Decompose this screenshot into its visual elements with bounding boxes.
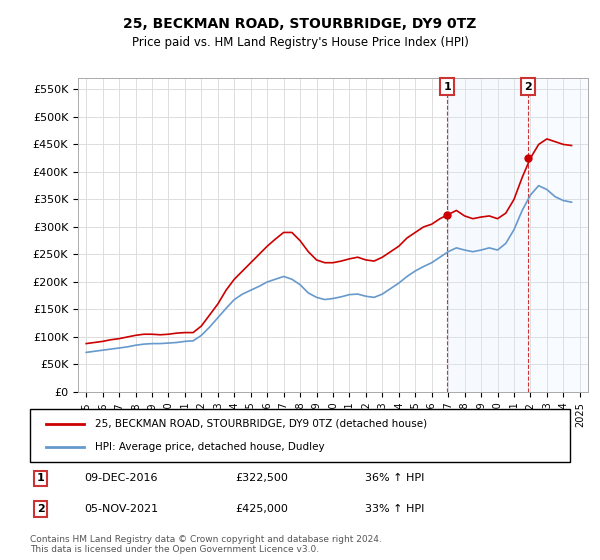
Bar	[528, 78, 588, 392]
Text: 2: 2	[524, 82, 532, 92]
Text: 09-DEC-2016: 09-DEC-2016	[84, 473, 157, 483]
Text: HPI: Average price, detached house, Dudley: HPI: Average price, detached house, Dudl…	[95, 442, 325, 452]
Text: 25, BECKMAN ROAD, STOURBRIDGE, DY9 0TZ (detached house): 25, BECKMAN ROAD, STOURBRIDGE, DY9 0TZ (…	[95, 419, 427, 429]
Text: 36% ↑ HPI: 36% ↑ HPI	[365, 473, 424, 483]
Text: 1: 1	[443, 82, 451, 92]
Bar	[447, 78, 528, 392]
Text: Contains HM Land Registry data © Crown copyright and database right 2024.
This d: Contains HM Land Registry data © Crown c…	[30, 535, 382, 554]
Text: Price paid vs. HM Land Registry's House Price Index (HPI): Price paid vs. HM Land Registry's House …	[131, 36, 469, 49]
Text: £322,500: £322,500	[235, 473, 288, 483]
Text: 25, BECKMAN ROAD, STOURBRIDGE, DY9 0TZ: 25, BECKMAN ROAD, STOURBRIDGE, DY9 0TZ	[124, 17, 476, 31]
Text: 33% ↑ HPI: 33% ↑ HPI	[365, 504, 424, 514]
Text: 05-NOV-2021: 05-NOV-2021	[84, 504, 158, 514]
Text: £425,000: £425,000	[235, 504, 288, 514]
Text: 2: 2	[37, 504, 44, 514]
Text: 1: 1	[37, 473, 44, 483]
FancyBboxPatch shape	[30, 409, 570, 462]
